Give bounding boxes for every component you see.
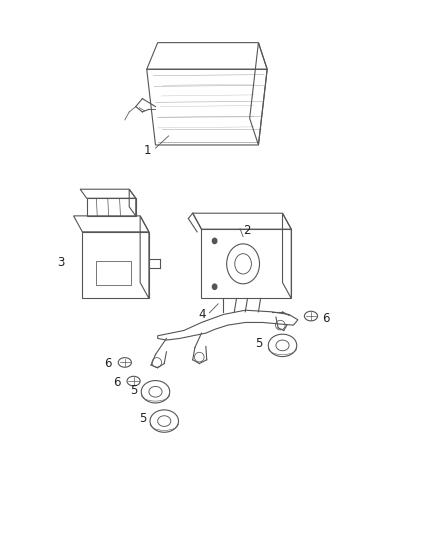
Text: 2: 2 xyxy=(243,224,251,237)
Text: 6: 6 xyxy=(322,312,329,325)
Ellipse shape xyxy=(212,238,217,244)
Text: 1: 1 xyxy=(144,144,151,157)
Text: 5: 5 xyxy=(131,384,138,397)
Text: 3: 3 xyxy=(57,256,65,269)
Ellipse shape xyxy=(212,284,217,289)
Text: 4: 4 xyxy=(198,308,206,321)
Text: 5: 5 xyxy=(139,412,147,425)
Text: 6: 6 xyxy=(104,357,112,370)
Text: 5: 5 xyxy=(255,337,263,350)
Text: 6: 6 xyxy=(113,376,120,389)
